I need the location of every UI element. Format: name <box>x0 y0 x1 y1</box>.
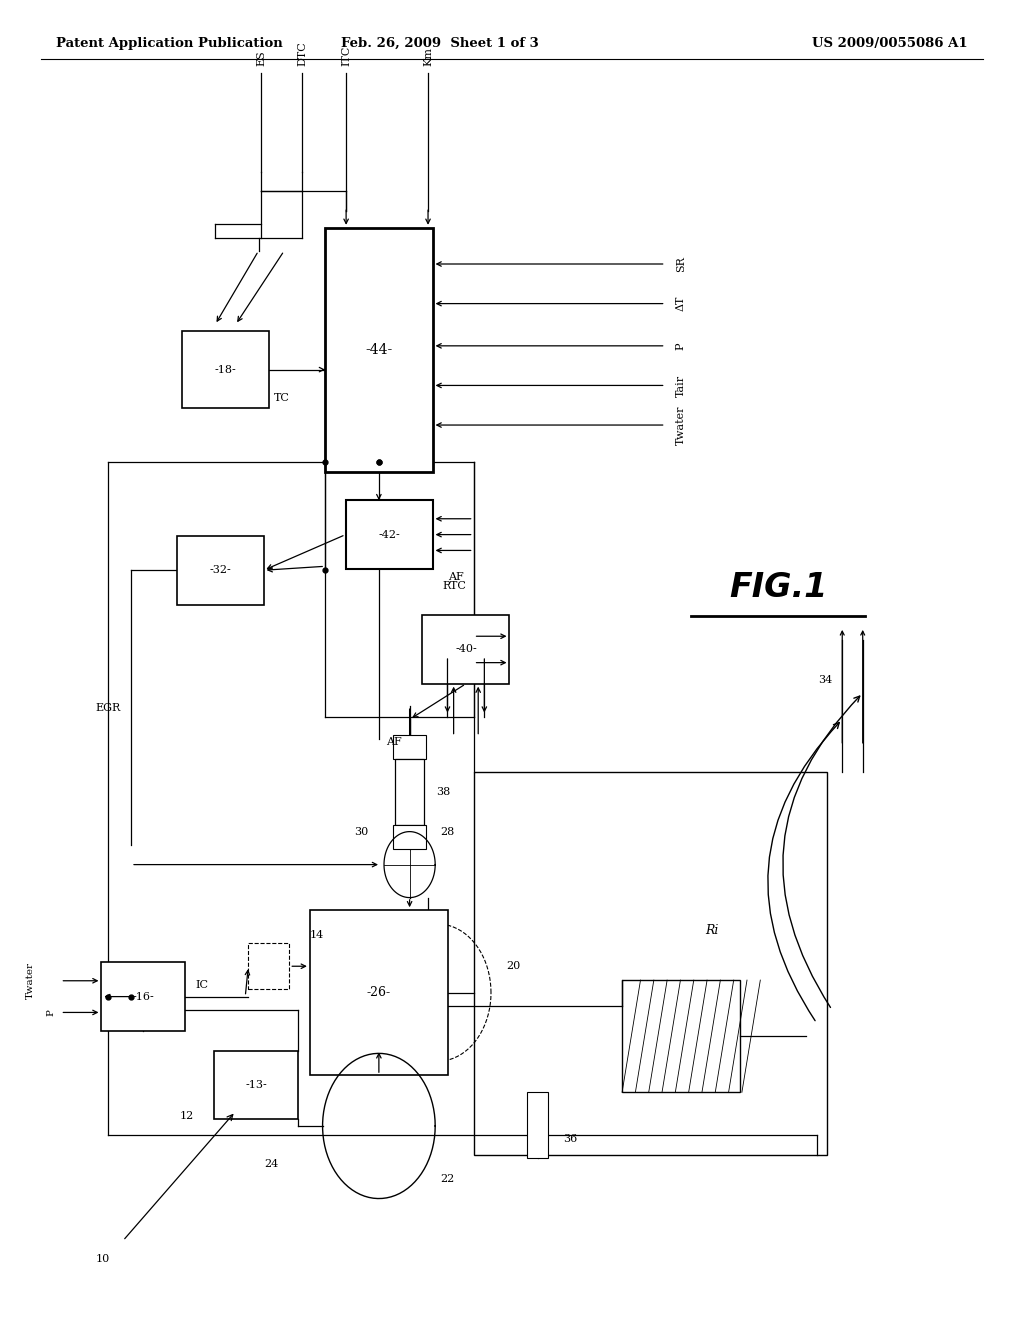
Text: DTC: DTC <box>297 41 307 66</box>
Text: 22: 22 <box>440 1173 455 1184</box>
Text: Tair: Tair <box>676 375 686 396</box>
Text: US 2009/0055086 A1: US 2009/0055086 A1 <box>812 37 968 50</box>
Text: 28: 28 <box>440 826 455 837</box>
Bar <box>423 615 510 684</box>
Text: Patent Application Publication: Patent Application Publication <box>56 37 283 50</box>
Text: -13-: -13- <box>245 1080 267 1090</box>
Text: -16-: -16- <box>132 991 155 1002</box>
Text: -32-: -32- <box>209 565 231 576</box>
Text: Twater: Twater <box>676 405 686 445</box>
Text: EGR: EGR <box>95 702 121 713</box>
Text: 10: 10 <box>95 1254 110 1265</box>
Text: 34: 34 <box>818 675 831 685</box>
Text: FIG.1: FIG.1 <box>729 570 827 605</box>
Text: Twater: Twater <box>26 962 35 999</box>
Text: SR: SR <box>676 256 686 272</box>
Bar <box>473 772 827 1155</box>
Bar <box>395 759 424 825</box>
Bar <box>309 911 449 1074</box>
Bar <box>346 500 433 569</box>
Bar <box>326 228 432 473</box>
Text: 12: 12 <box>179 1111 194 1122</box>
Text: 20: 20 <box>506 961 520 972</box>
Bar <box>214 1051 298 1119</box>
Text: P: P <box>676 342 686 350</box>
Text: -26-: -26- <box>367 986 391 999</box>
Bar <box>182 331 268 408</box>
Bar <box>101 962 185 1031</box>
Text: 14: 14 <box>310 929 324 940</box>
Text: 30: 30 <box>354 826 369 837</box>
Text: ITC: ITC <box>341 46 351 66</box>
Text: Ri: Ri <box>705 924 719 937</box>
Text: IC: IC <box>196 979 209 990</box>
Text: TC: TC <box>274 393 290 404</box>
Text: -44-: -44- <box>366 343 392 356</box>
Text: ΔT: ΔT <box>676 296 686 312</box>
Text: -18-: -18- <box>214 364 237 375</box>
Text: P: P <box>46 1008 55 1016</box>
Bar <box>393 825 426 849</box>
Bar <box>527 1093 548 1159</box>
Bar <box>249 942 290 990</box>
Text: 24: 24 <box>264 1159 279 1170</box>
Text: 38: 38 <box>436 787 451 797</box>
Text: ES: ES <box>256 50 266 66</box>
Bar <box>176 536 264 605</box>
Bar <box>393 735 426 759</box>
Text: AF: AF <box>386 737 402 747</box>
Text: Feb. 26, 2009  Sheet 1 of 3: Feb. 26, 2009 Sheet 1 of 3 <box>341 37 540 50</box>
Bar <box>623 979 739 1093</box>
Text: 36: 36 <box>563 1134 578 1143</box>
Text: -42-: -42- <box>378 529 400 540</box>
Text: -40-: -40- <box>455 644 477 655</box>
Text: AF: AF <box>447 572 464 582</box>
Text: Km: Km <box>423 48 433 66</box>
Text: RTC: RTC <box>442 581 467 591</box>
